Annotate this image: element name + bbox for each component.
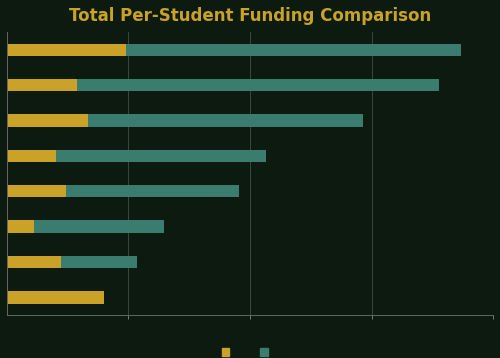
Bar (7, 256, 61, 268)
Bar (66, 185, 239, 197)
Legend:  ,  : , (218, 343, 282, 358)
Bar (7, 185, 66, 197)
Bar (77, 79, 439, 91)
Bar (7, 44, 126, 56)
Bar (126, 44, 460, 56)
Bar (7, 221, 34, 233)
Bar (56, 150, 266, 162)
Bar (7, 150, 56, 162)
Title: Total Per-Student Funding Comparison: Total Per-Student Funding Comparison (69, 7, 431, 25)
Bar (34, 221, 164, 233)
Bar (61, 256, 136, 268)
Bar (7, 291, 104, 304)
Bar (7, 79, 77, 91)
Bar (88, 114, 363, 127)
Bar (7, 114, 88, 127)
